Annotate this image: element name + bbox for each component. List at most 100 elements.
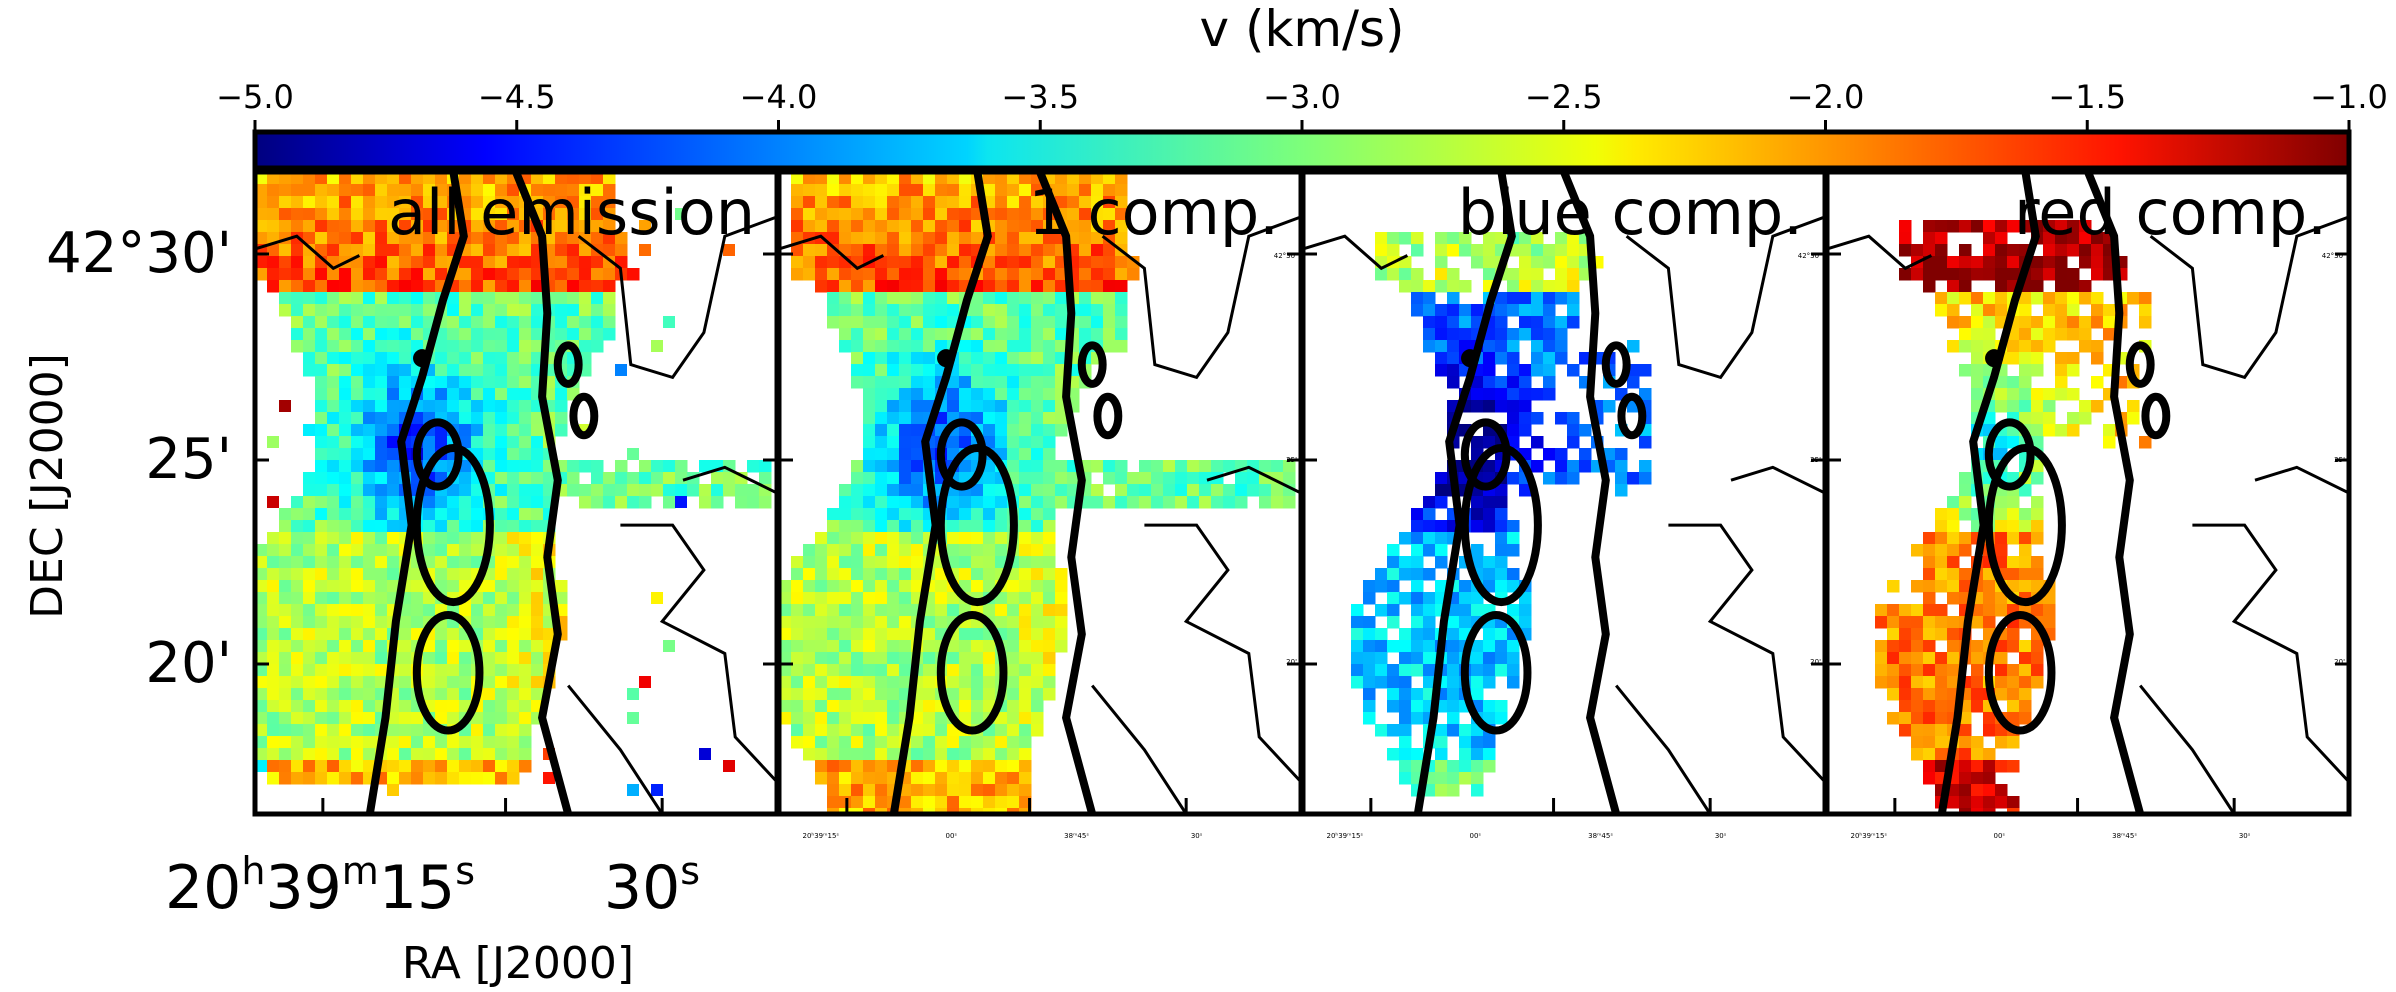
heatmap-cell [1483,628,1496,641]
heatmap-cell [351,616,364,629]
heatmap-cell [291,280,304,293]
heatmap-cell [2007,580,2020,593]
heatmap-cell [291,628,304,641]
heatmap-cell [1435,484,1448,497]
heatmap-cell [827,556,840,569]
heatmap-cell [507,604,520,617]
heatmap-cell [2019,532,2032,545]
heatmap-cell [1351,640,1364,653]
heatmap-cell [375,232,388,245]
heatmap-cell [863,424,876,437]
heatmap-cell [483,580,496,593]
heatmap-cell [1435,520,1448,533]
heatmap-cell [339,400,352,413]
heatmap-cell [1947,628,1960,641]
heatmap-cell [1007,304,1020,317]
heatmap-cell [603,172,616,185]
heatmap-cell [1507,652,1520,665]
heatmap-cell [363,256,376,269]
heatmap-cell [387,760,400,773]
tiny-ra-label: 20ʰ39ᵐ15ˢ [1850,832,1887,840]
heatmap-cell [851,604,864,617]
heatmap-cell [531,616,544,629]
heatmap-cell [423,652,436,665]
heatmap-cell [447,568,460,581]
heatmap-cell [1923,712,1936,725]
heatmap-cell [327,532,340,545]
heatmap-cell [995,796,1008,809]
heatmap-cell [315,280,328,293]
heatmap-cell [1091,484,1104,497]
heatmap-cell [1959,364,1972,377]
heatmap-cell [815,760,828,773]
heatmap-cell [899,232,912,245]
heatmap-cell [387,544,400,557]
heatmap-cell [1115,292,1128,305]
heatmap-cell [1435,256,1448,269]
heatmap-cell [495,688,508,701]
heatmap-cell [1055,484,1068,497]
heatmap-cell [2019,556,2032,569]
heatmap-cell [507,496,520,509]
heatmap-cell [315,700,328,713]
heatmap-cell [507,376,520,389]
heatmap-cell [579,220,592,233]
heatmap-cell [579,232,592,245]
heatmap-cell [363,304,376,317]
heatmap-cell [1543,388,1556,401]
heatmap-cell [839,508,852,521]
heatmap-cell [1995,508,2008,521]
heatmap-cell [279,220,292,233]
heatmap-cell [887,340,900,353]
heatmap-cell [971,400,984,413]
heatmap-cell [255,640,268,653]
heatmap-cell [2007,496,2020,509]
heatmap-cell [1375,664,1388,677]
heatmap-cell [1067,472,1080,485]
heatmap-cell [971,568,984,581]
heatmap-cell [1947,544,1960,557]
heatmap-cell [1115,328,1128,341]
heatmap-cell [507,460,520,473]
heatmap-cell [899,376,912,389]
heatmap-cell [1495,304,1508,317]
heatmap-cell [555,184,568,197]
heatmap-cell [567,280,580,293]
heatmap-cell [1567,460,1580,473]
heatmap-cell [947,496,960,509]
heatmap-cell [1271,460,1284,473]
heatmap-cell [995,400,1008,413]
heatmap-cell [1531,352,1544,365]
heatmap-cell [1115,268,1128,281]
heatmap-cell [839,340,852,353]
heatmap-cell [279,640,292,653]
heatmap-cell [959,364,972,377]
heatmap-cell [579,256,592,269]
heatmap-cell [1031,604,1044,617]
heatmap-cell [1007,352,1020,365]
heatmap-cell [1555,328,1568,341]
heatmap-cell [423,496,436,509]
heatmap-cell [1579,268,1592,281]
heatmap-cell [1971,256,1984,269]
heatmap-cell [387,232,400,245]
heatmap-cell [1019,496,1032,509]
heatmap-cell [827,724,840,737]
heatmap-cell [327,292,340,305]
heatmap-cell [2031,400,2044,413]
heatmap-cell [1399,736,1412,749]
heatmap-cell [1531,280,1544,293]
heatmap-cell [1507,544,1520,557]
heatmap-cell [267,220,280,233]
heatmap-cell [971,364,984,377]
heatmap-cell [971,388,984,401]
heatmap-cell [1031,256,1044,269]
heatmap-cell [1411,280,1424,293]
colorbar-tick-label: −1.5 [2048,78,2126,116]
heatmap-cell [567,268,580,281]
heatmap-cell [351,652,364,665]
heatmap-cell [875,280,888,293]
heatmap-cell [1019,724,1032,737]
heatmap-cell [1531,256,1544,269]
heatmap-cell [303,664,316,677]
